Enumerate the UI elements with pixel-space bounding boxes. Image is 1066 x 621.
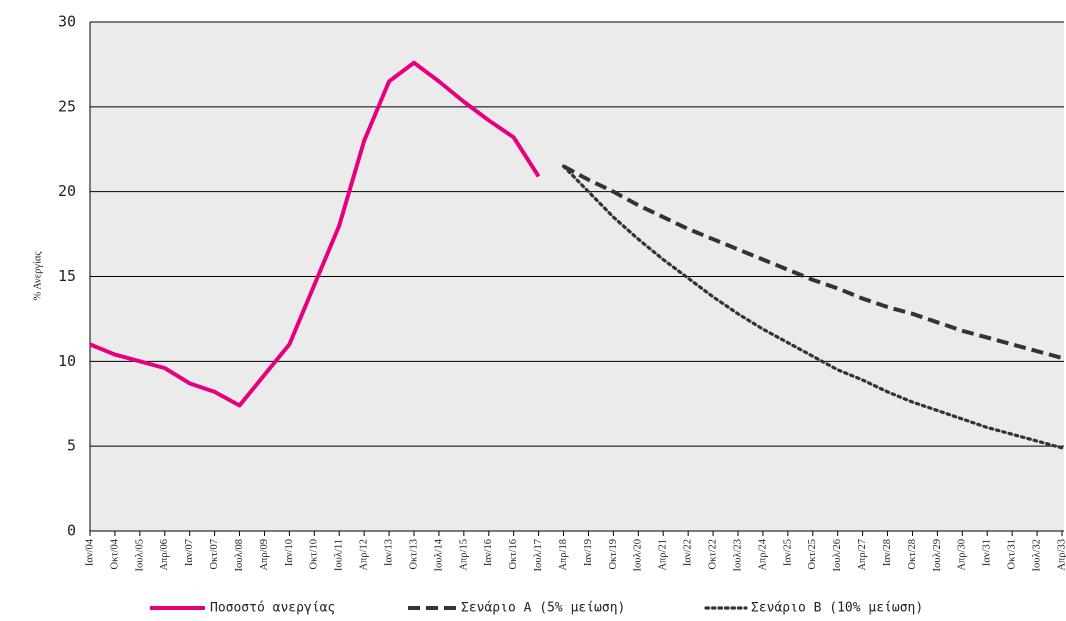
- y-tick-label: 25: [58, 97, 76, 115]
- x-tick-label: Οκτ/25: [807, 539, 818, 570]
- x-tick-label: Ιουλ/23: [732, 539, 743, 571]
- x-tick-label: Ιουλ/32: [1031, 539, 1042, 571]
- x-tick-label: Ιουλ/17: [533, 539, 544, 571]
- x-tick-label: Ιουλ/29: [932, 539, 943, 571]
- legend-label: Σενάριο Α (5% μείωση): [461, 601, 625, 616]
- x-tick-label: Ιαν/13: [383, 539, 394, 566]
- x-tick-label: Απρ/12: [359, 539, 370, 571]
- x-tick-label: Ιαν/19: [583, 539, 594, 566]
- y-tick-label: 5: [67, 437, 76, 455]
- x-tick-label: Απρ/21: [658, 539, 669, 571]
- x-tick-label: Απρ/24: [757, 538, 768, 570]
- x-tick-label: Οκτ/10: [309, 539, 320, 570]
- x-tick-label: Ιαν/16: [483, 539, 494, 566]
- x-tick-label: Ιουλ/05: [134, 539, 145, 571]
- y-tick-label: 10: [58, 352, 76, 370]
- x-tick-label: Απρ/27: [857, 539, 868, 571]
- x-tick-label: Οκτ/22: [707, 539, 718, 570]
- series-line: [89, 60, 541, 408]
- legend-label: Ποσοστό ανεργίας: [210, 601, 335, 616]
- x-tick-label: Ιουλ/26: [832, 539, 843, 571]
- series-line: [562, 164, 1063, 360]
- x-tick-label: Οκτ/13: [408, 539, 419, 570]
- x-tick-label: Ιαν/07: [184, 539, 195, 566]
- x-tick-label: Οκτ/28: [907, 539, 918, 570]
- x-tick-label: Απρ/06: [159, 539, 170, 571]
- x-tick-label: Απρ/09: [259, 539, 270, 571]
- x-tick-label: Οκτ/16: [508, 539, 519, 570]
- y-tick-label: 20: [58, 182, 76, 200]
- y-tick-label: 0: [67, 522, 76, 540]
- x-tick-label: Οκτ/31: [1007, 539, 1018, 570]
- x-tick-label: Ιαν/04: [84, 538, 95, 566]
- x-tick-label: Ιουλ/11: [334, 539, 345, 571]
- x-tick-label: Απρ/18: [558, 539, 569, 571]
- x-tick-label: Οκτ/19: [608, 539, 619, 570]
- x-tick-label: Ιαν/28: [882, 539, 893, 566]
- series-line: [561, 164, 1064, 450]
- y-tick-label: 30: [58, 13, 76, 31]
- x-tick-label: Ιαν/22: [683, 539, 694, 566]
- y-tick-label: 15: [58, 267, 76, 285]
- x-tick-label: Ιαν/10: [284, 539, 295, 566]
- x-tick-label: Οκτ/07: [209, 539, 220, 570]
- x-tick-label: Οκτ/04: [109, 538, 120, 569]
- y-axis-label: % Ανεργίας: [32, 251, 43, 301]
- x-tick-label: Ιουλ/08: [234, 539, 245, 571]
- x-tick-label: Ιουλ/20: [633, 539, 644, 571]
- x-tick-label: Απρ/33: [1056, 539, 1066, 571]
- x-tick-label: Απρ/15: [458, 539, 469, 571]
- legend-label: Σενάριο Β (10% μείωση): [751, 601, 923, 616]
- x-tick-label: Απρ/30: [957, 539, 968, 571]
- x-tick-label: Ιαν/25: [782, 539, 793, 566]
- x-tick-label: Ιουλ/14: [433, 538, 444, 571]
- x-tick-label: Ιαν/31: [982, 539, 993, 566]
